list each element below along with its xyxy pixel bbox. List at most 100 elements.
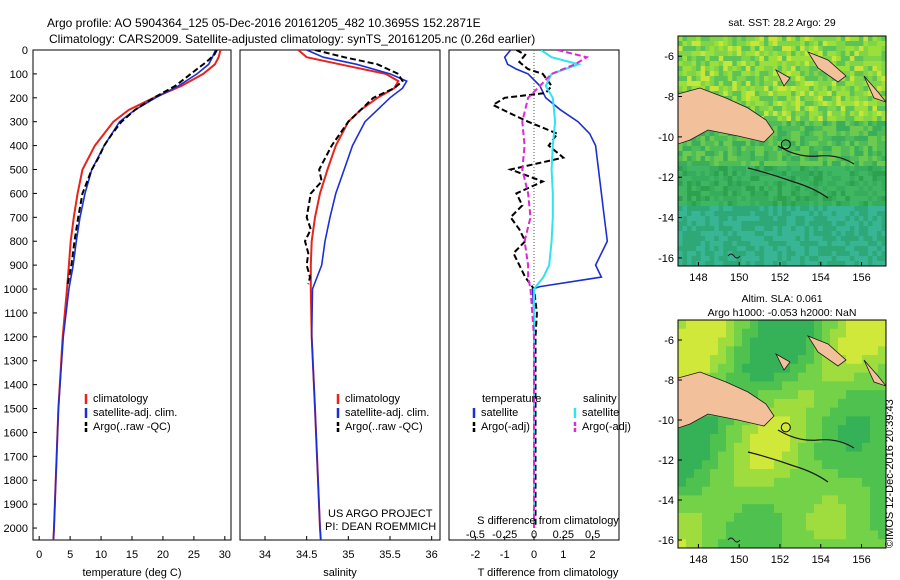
map-cell <box>705 46 711 52</box>
map-cell <box>705 201 711 207</box>
map-cell <box>830 372 839 382</box>
map-cell <box>772 241 778 247</box>
map-cell <box>872 66 878 72</box>
map-cell <box>863 61 869 67</box>
map-cell <box>830 477 839 488</box>
map-cell <box>718 46 724 52</box>
map-cell <box>831 161 837 167</box>
map-cell <box>822 91 828 97</box>
map-cell <box>813 141 819 147</box>
map-cell <box>872 211 878 217</box>
map-cell <box>736 61 742 67</box>
map-cell <box>863 216 869 222</box>
map-cell <box>867 236 873 242</box>
map-cell <box>754 206 760 212</box>
map-cell <box>687 186 693 192</box>
map-cell <box>830 451 839 461</box>
map-cell <box>750 495 759 505</box>
map-cell <box>845 96 851 102</box>
map-cell <box>732 91 738 97</box>
map-cell <box>714 176 720 182</box>
map-cell <box>723 166 729 172</box>
map-cell <box>809 116 815 122</box>
map-cell <box>867 206 873 212</box>
map-cell <box>845 106 851 112</box>
map-cell <box>840 66 846 72</box>
map-cell <box>766 320 775 330</box>
map-cell <box>836 236 842 242</box>
map-cell <box>806 398 815 409</box>
map-cell <box>734 451 743 461</box>
map-cell <box>854 231 860 237</box>
map-cell <box>822 530 831 540</box>
map-cell <box>772 186 778 192</box>
map-cell <box>804 191 810 197</box>
map-cell <box>818 251 824 257</box>
map-cell <box>791 251 797 257</box>
map-cell <box>822 96 828 102</box>
map-cell <box>732 41 738 47</box>
map-cell <box>876 261 882 266</box>
map-cell <box>876 86 882 92</box>
map-cell <box>782 56 788 62</box>
map-cell <box>702 451 711 461</box>
map-cell <box>705 146 711 152</box>
map-cell <box>849 206 855 212</box>
map-cell <box>836 231 842 237</box>
map-cell <box>772 156 778 162</box>
map-cell <box>758 346 767 356</box>
land-mass <box>678 335 886 429</box>
map-cell <box>696 246 702 252</box>
map-cell <box>694 521 703 531</box>
map-cell <box>763 236 769 242</box>
map-cell <box>759 141 765 147</box>
map-cell <box>878 434 886 444</box>
map-cell <box>718 486 727 496</box>
map-cell <box>723 151 729 157</box>
map-cell <box>754 221 760 227</box>
series-line-satellite-adj-clim <box>52 50 217 540</box>
island-chain <box>777 429 855 449</box>
map-cell <box>800 71 806 77</box>
map-cell <box>745 196 751 202</box>
map-cell <box>804 36 810 42</box>
map-cell <box>714 86 720 92</box>
map-cell <box>818 86 824 92</box>
map-cell <box>863 106 869 112</box>
map-cell <box>791 176 797 182</box>
map-cell <box>736 46 742 52</box>
map-cell <box>830 425 839 435</box>
map-cell <box>678 61 684 67</box>
map-cell <box>846 407 855 417</box>
map-cell <box>822 116 828 122</box>
map-cell <box>727 241 733 247</box>
map-cell <box>772 136 778 142</box>
map-cell <box>741 261 747 266</box>
map-cell <box>759 246 765 252</box>
map-cell <box>818 116 824 122</box>
map-cell <box>870 451 879 461</box>
map-cell <box>691 231 697 237</box>
map-cell <box>827 251 833 257</box>
map-cell <box>809 211 815 217</box>
depth-tick-label: 1000 <box>4 284 28 296</box>
map-cell <box>726 442 735 453</box>
map-cell <box>742 504 751 514</box>
map-cell <box>800 211 806 217</box>
map-cell <box>863 81 869 87</box>
map-cell <box>813 51 819 57</box>
map-cell <box>732 71 738 77</box>
map-cell <box>700 76 706 82</box>
map-cell <box>867 106 873 112</box>
map-cell <box>718 460 727 470</box>
map-cell <box>734 434 743 444</box>
map-cell <box>782 151 788 157</box>
map-cell <box>836 151 842 157</box>
map-cell <box>814 390 823 400</box>
map-cell <box>723 256 729 262</box>
map-cell <box>691 41 697 47</box>
map-cell <box>782 86 788 92</box>
map-cell <box>702 416 711 426</box>
map-cell <box>691 196 697 202</box>
map-cell <box>686 434 695 444</box>
